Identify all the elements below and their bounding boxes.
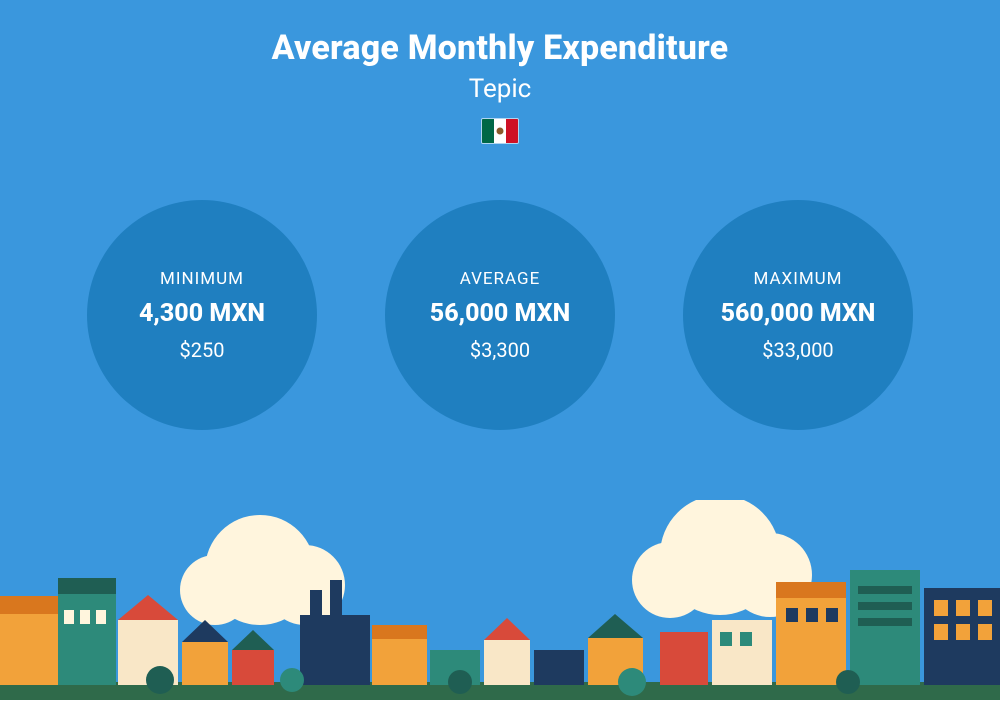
stat-bubble-average: AVERAGE 56,000 MXN $3,300 <box>385 200 615 430</box>
stat-value-mxn: 4,300 MXN <box>139 299 265 328</box>
stat-bubble-minimum: MINIMUM 4,300 MXN $250 <box>87 200 317 430</box>
flag-container <box>0 118 1000 144</box>
stat-value-usd: $3,300 <box>470 338 530 362</box>
page-subtitle: Tepic <box>0 74 1000 104</box>
stat-value-usd: $250 <box>180 338 225 362</box>
stat-value-usd: $33,000 <box>762 338 833 362</box>
city-skyline-illustration <box>0 500 1000 700</box>
mexico-flag-icon <box>481 118 519 144</box>
header: Average Monthly Expenditure Tepic <box>0 0 1000 144</box>
stat-bubbles-row: MINIMUM 4,300 MXN $250 AVERAGE 56,000 MX… <box>0 200 1000 430</box>
stat-label: MAXIMUM <box>753 269 842 289</box>
stat-label: AVERAGE <box>460 269 541 289</box>
stat-value-mxn: 56,000 MXN <box>430 299 570 328</box>
page-title: Average Monthly Expenditure <box>0 28 1000 68</box>
stat-label: MINIMUM <box>160 269 244 289</box>
stat-bubble-maximum: MAXIMUM 560,000 MXN $33,000 <box>683 200 913 430</box>
stat-value-mxn: 560,000 MXN <box>721 299 876 328</box>
